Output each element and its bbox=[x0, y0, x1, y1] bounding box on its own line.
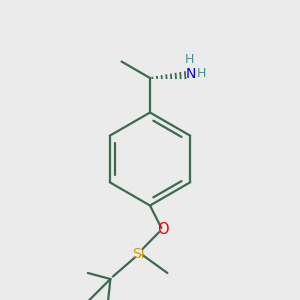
Text: H: H bbox=[197, 67, 207, 80]
Text: N: N bbox=[185, 67, 196, 80]
Text: O: O bbox=[157, 222, 169, 237]
Text: Si: Si bbox=[133, 247, 145, 260]
Text: H: H bbox=[184, 53, 194, 66]
